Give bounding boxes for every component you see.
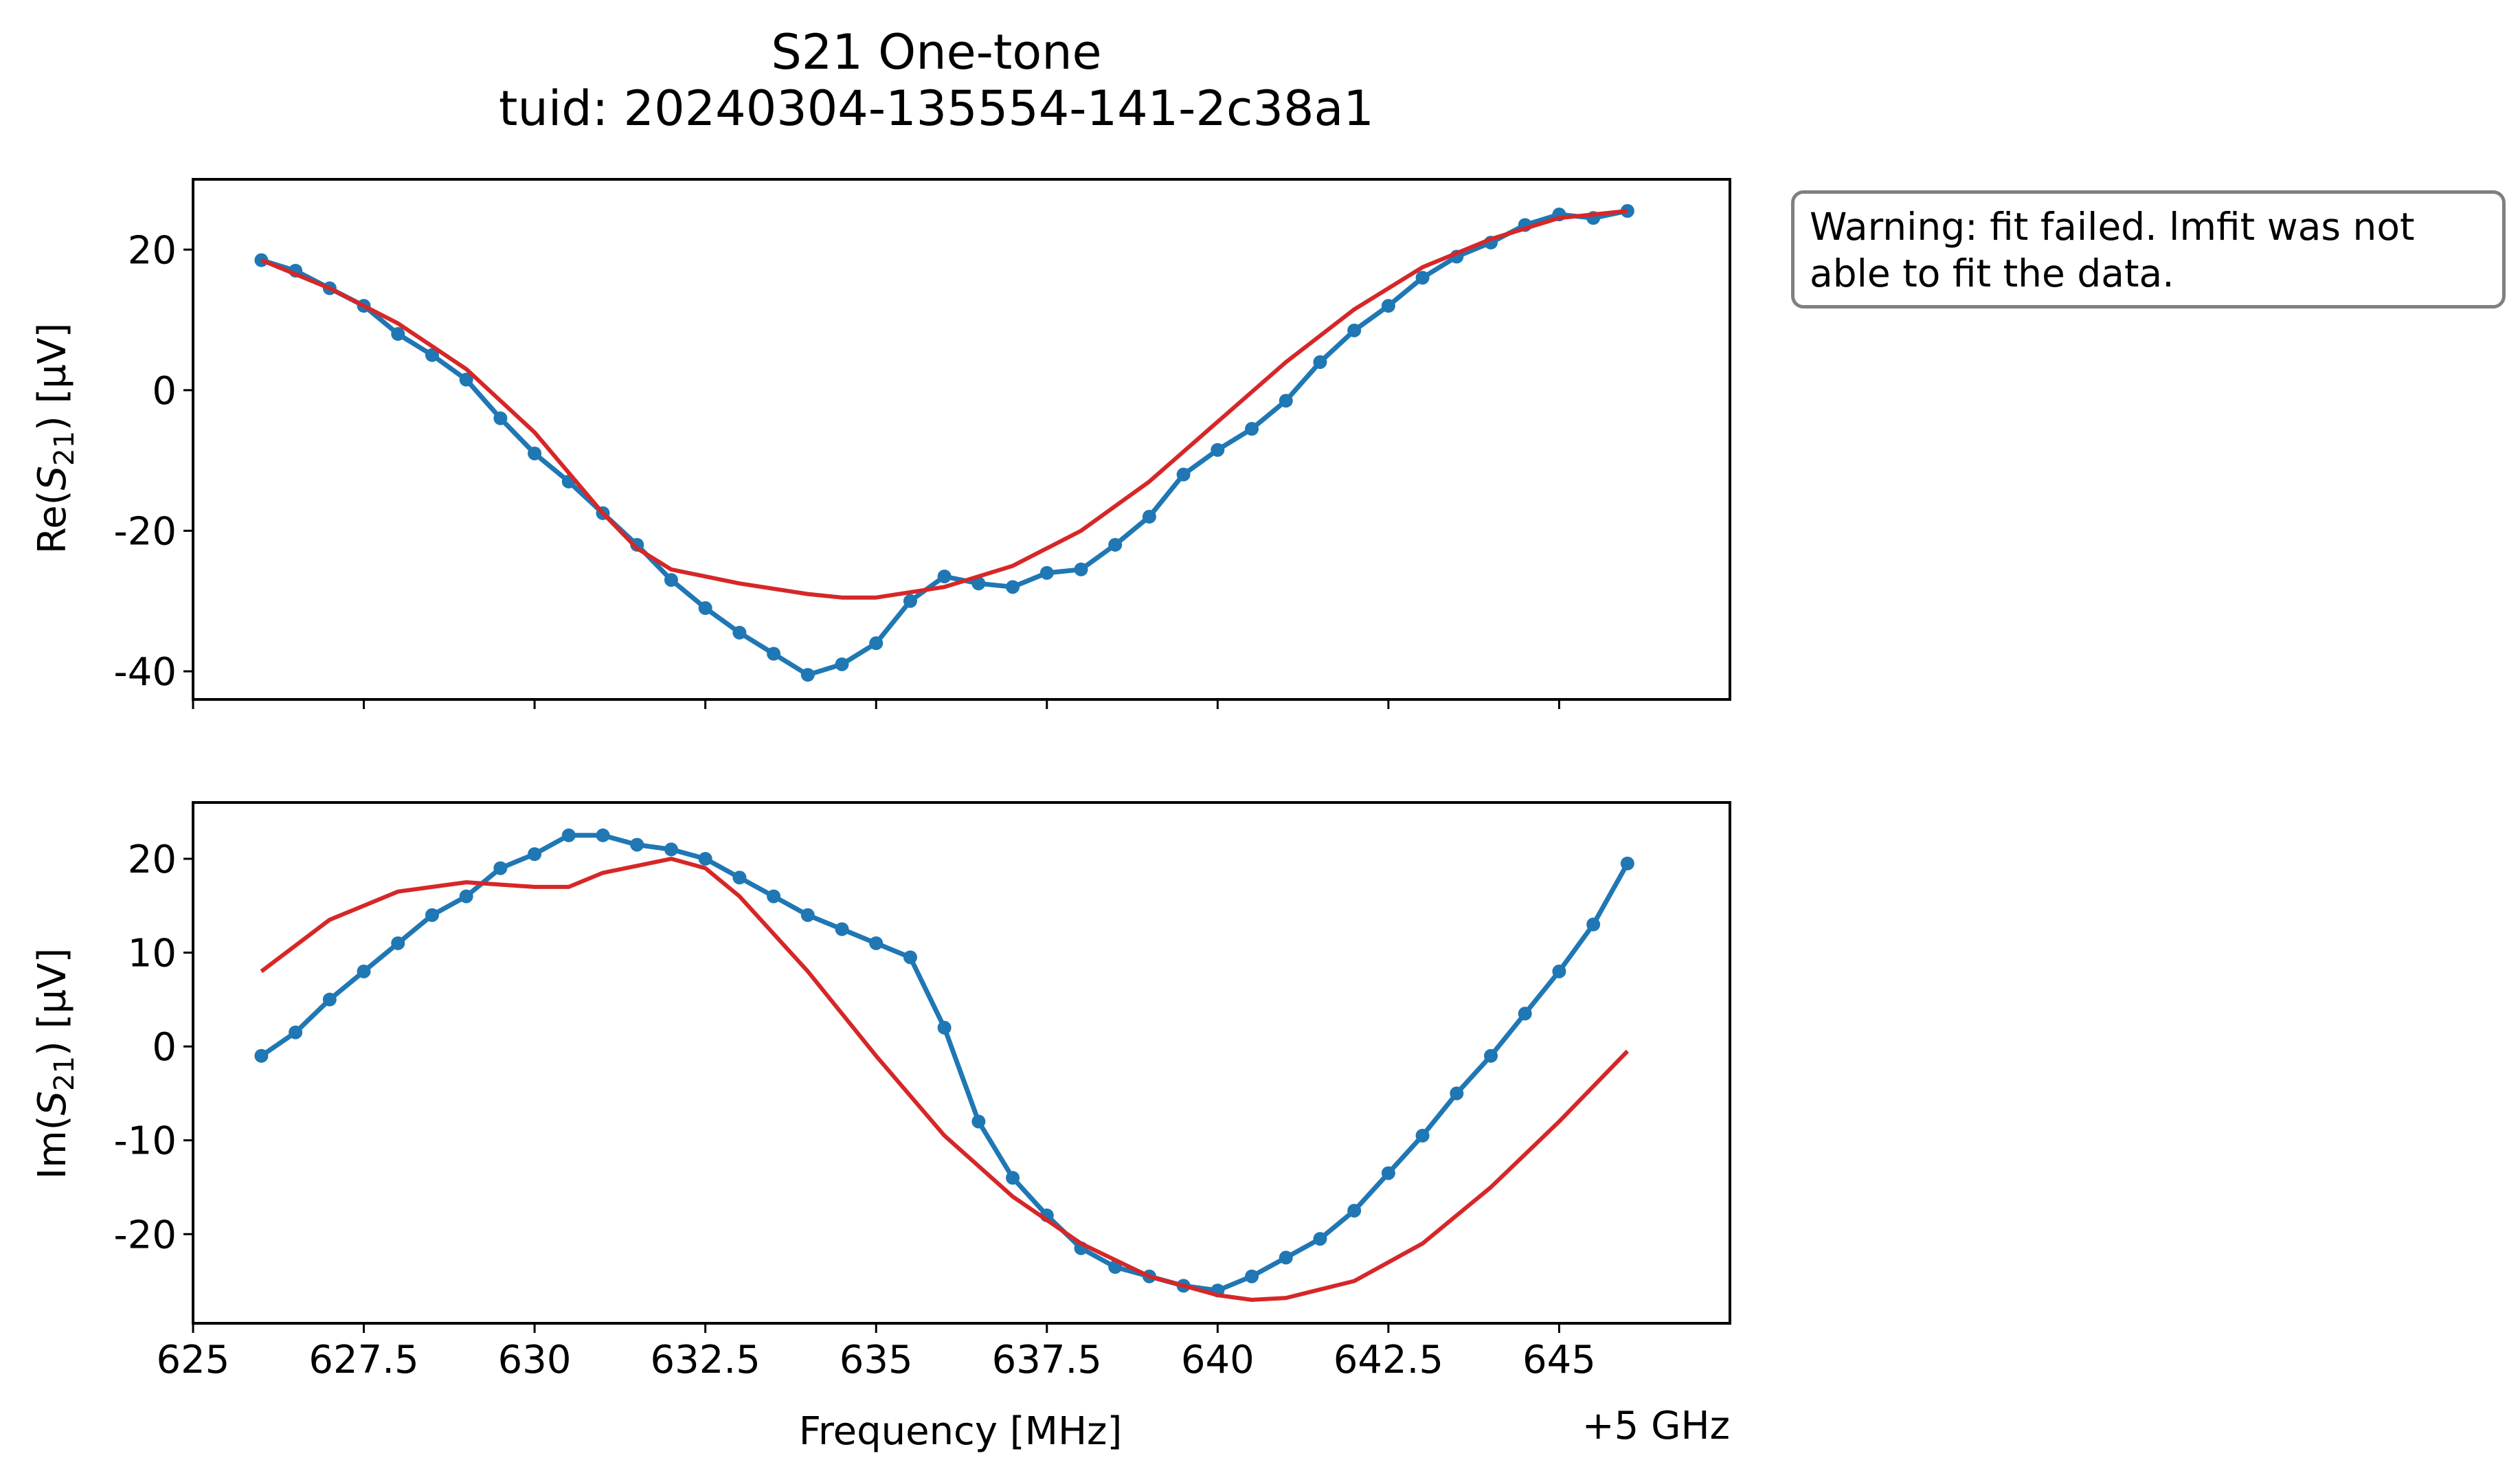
data-point	[459, 889, 473, 903]
data-point	[493, 861, 508, 875]
y-tick-label: 10	[128, 932, 177, 976]
data-point	[937, 1020, 952, 1035]
x-tick-label: 637.5	[992, 1338, 1102, 1382]
data-point	[698, 601, 712, 616]
data-point	[1074, 562, 1088, 576]
data-point	[1279, 1250, 1293, 1265]
data-point	[903, 594, 917, 608]
x-tick-label: 625	[157, 1338, 230, 1382]
x-tick-label: 642.5	[1334, 1338, 1443, 1382]
data-point	[1211, 442, 1225, 457]
data-point	[1620, 856, 1634, 871]
data-point	[937, 569, 952, 583]
data-point	[869, 636, 884, 651]
im-s21-ylabel: Im(S21) [µV]	[30, 948, 80, 1180]
data-point	[1245, 1269, 1259, 1283]
data-point	[425, 908, 439, 922]
y-tick-label: -20	[114, 1213, 177, 1257]
x-axis-label: Frequency [MHz]	[799, 1409, 1123, 1454]
data-point	[1313, 1232, 1327, 1246]
im-s21-panel: 625 627.5 630 632.5 635 637.5 640 642.5 645 20 10 0…	[114, 801, 1731, 1382]
data-point	[425, 348, 439, 362]
data-point	[1415, 1128, 1430, 1143]
data-point	[1518, 1007, 1532, 1021]
data-point	[869, 936, 884, 950]
x-offset-label: +5 GHz	[1582, 1404, 1730, 1448]
data-point	[561, 828, 576, 842]
data-point	[1381, 1166, 1395, 1180]
data-point	[1450, 1086, 1464, 1101]
data-point	[1381, 299, 1395, 313]
y-tick-label: 20	[128, 838, 177, 882]
data-point	[971, 1114, 986, 1129]
data-point	[767, 647, 781, 661]
chart-title-line-1: S21 One-tone	[771, 24, 1101, 80]
data-point	[1006, 1171, 1020, 1185]
data-point	[1245, 422, 1259, 436]
data-point	[630, 838, 644, 852]
data-point	[800, 668, 815, 682]
data-point	[528, 446, 542, 460]
plot-frame	[192, 801, 1731, 1325]
data-point	[1313, 355, 1327, 369]
x-tick-label: 632.5	[651, 1338, 761, 1382]
data-point	[1347, 1204, 1362, 1218]
re-s21-ylabel: Re(S21) [µV]	[30, 323, 80, 554]
y-tick-label: 0	[152, 1025, 177, 1070]
data-line	[260, 833, 1630, 1293]
data-point	[596, 828, 610, 842]
data-point	[528, 847, 542, 862]
data-point	[289, 1025, 303, 1040]
data-point	[1039, 565, 1054, 580]
data-point	[664, 573, 678, 587]
fit-warning-box: Warning: fit failed. lmfit was not able …	[1791, 190, 2506, 308]
data-point	[732, 625, 747, 640]
data-point	[1484, 1048, 1498, 1063]
data-point	[254, 1048, 269, 1063]
data-point	[664, 842, 678, 857]
data-point	[767, 889, 781, 903]
data-point	[835, 657, 849, 671]
data-point	[1347, 323, 1362, 337]
re-s21-panel: 20 0 -20 -40	[114, 178, 1731, 709]
y-tick-label: -20	[114, 509, 177, 554]
data-point	[1006, 580, 1020, 594]
data-point	[800, 908, 815, 922]
data-point	[459, 372, 473, 387]
data-point	[1415, 271, 1430, 285]
x-tick-label: 640	[1181, 1338, 1255, 1382]
data-point	[1142, 510, 1156, 524]
data-point	[1552, 964, 1566, 978]
data-point	[1279, 394, 1293, 408]
data-point	[835, 922, 849, 936]
data-point	[698, 851, 712, 866]
x-tick-label: 645	[1522, 1338, 1596, 1382]
x-tick-label: 635	[840, 1338, 913, 1382]
data-point	[391, 936, 405, 950]
data-point	[391, 327, 405, 341]
y-tick-label: 20	[128, 228, 177, 273]
x-tick-label: 627.5	[308, 1338, 418, 1382]
x-tick-label: 630	[498, 1338, 572, 1382]
data-point	[493, 411, 508, 425]
data-point	[903, 950, 917, 965]
plot-frame	[192, 178, 1731, 701]
data-point	[971, 576, 986, 591]
chart-title-line-2: tuid: 20240304-135554-141-2c38a1	[499, 80, 1374, 137]
y-tick-label: -40	[114, 650, 177, 695]
data-point	[322, 992, 337, 1007]
data-point	[1108, 537, 1123, 552]
y-tick-label: 0	[152, 369, 177, 414]
data-point	[1586, 917, 1601, 932]
y-tick-label: -10	[114, 1119, 177, 1164]
fit-line	[260, 209, 1628, 600]
data-point	[1176, 467, 1191, 482]
fit-line	[260, 856, 1630, 1302]
data-point	[732, 871, 747, 885]
data-point	[357, 964, 371, 978]
